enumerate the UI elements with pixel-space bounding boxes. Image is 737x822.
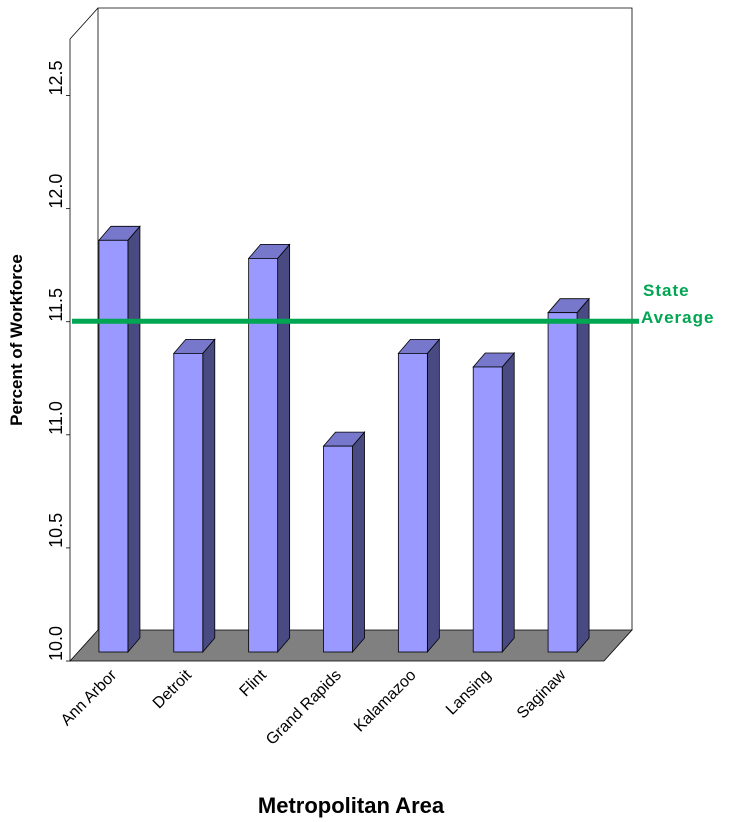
bar-grand-rapids xyxy=(322,431,366,654)
x-tick-label: Detroit xyxy=(150,666,196,712)
bar-ann-arbor xyxy=(98,225,141,654)
bar-side xyxy=(426,338,440,654)
bars xyxy=(98,225,590,654)
left-wall-top-edge xyxy=(69,7,99,40)
y-tick-label: 10.0 xyxy=(46,626,66,661)
reference-label-line1: State xyxy=(643,281,690,300)
bar-side xyxy=(576,297,590,654)
bar-saginaw xyxy=(547,297,590,654)
x-tick-label: Flint xyxy=(237,666,271,700)
bar-side xyxy=(202,338,216,654)
bar-side xyxy=(352,431,365,654)
bar-front xyxy=(323,445,353,653)
bar-front xyxy=(547,312,578,653)
y-axis: 10.0 10.5 11.0 11.5 12.0 12.5 xyxy=(46,60,70,662)
y-axis-title: Percent of Workforce xyxy=(7,254,26,426)
x-axis-title: Metropolitan Area xyxy=(258,793,445,818)
bar-front xyxy=(248,257,279,653)
bar-side xyxy=(127,225,141,654)
y-tick-label: 12.0 xyxy=(46,174,66,209)
bar-detroit xyxy=(172,338,216,654)
x-tick-label: Kalamazoo xyxy=(351,667,420,736)
bar-front xyxy=(98,239,129,653)
bar-front xyxy=(472,366,503,653)
y-tick-label: 11.0 xyxy=(46,401,66,435)
bar-lansing xyxy=(472,351,516,654)
bar-front xyxy=(173,352,204,653)
bar-kalamazoo xyxy=(397,338,441,654)
x-tick-label: Saginaw xyxy=(514,666,570,722)
reference-label-line2: Average xyxy=(641,308,714,327)
x-tick-label: Grand Rapids xyxy=(263,667,345,749)
bar-side xyxy=(501,351,515,654)
x-tick-label: Lansing xyxy=(443,667,495,719)
y-tick-label: 11.5 xyxy=(46,288,66,322)
x-tick-label: Ann Arbor xyxy=(58,666,121,729)
bar-side xyxy=(277,243,291,654)
bar-flint xyxy=(247,243,291,654)
y-tick-label: 12.5 xyxy=(46,60,66,95)
y-tick-label: 10.5 xyxy=(46,513,66,548)
bar-front xyxy=(397,352,428,653)
